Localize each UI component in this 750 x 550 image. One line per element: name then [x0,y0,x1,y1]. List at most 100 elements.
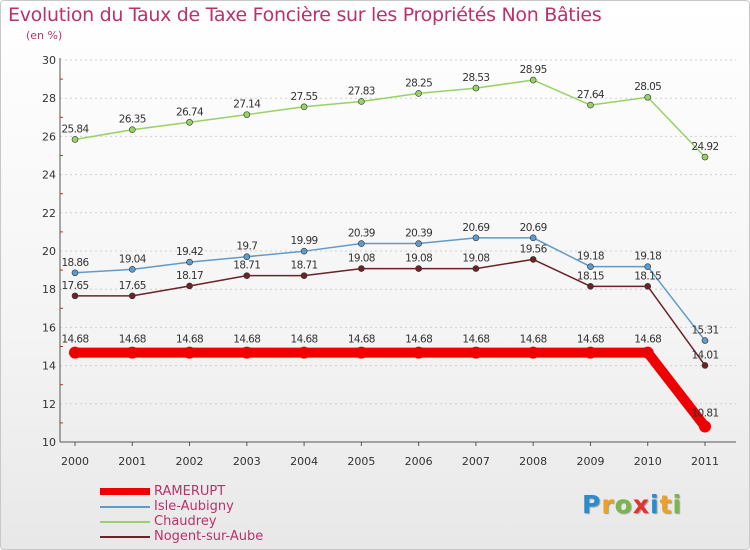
logo-letter: P [582,490,602,519]
data-label: 26.35 [119,114,146,126]
data-point [701,362,709,369]
data-point [300,247,308,255]
data-point [644,263,652,270]
legend-item-isle-aubigny: Isle-Aubigny [100,499,263,514]
data-point [644,283,652,290]
data-label: 20.39 [405,228,432,240]
data-point [641,346,654,359]
data-label: 18.15 [577,270,604,282]
data-point [183,346,196,359]
data-point [128,266,136,273]
data-label: 27.83 [348,85,375,97]
data-point [358,265,365,272]
data-point [71,136,79,143]
data-point [128,126,136,134]
data-point [701,337,709,344]
data-point [355,346,368,359]
data-point [126,346,139,359]
x-tick-label: 2003 [233,455,261,468]
series-lines [69,76,711,433]
y-tick-label: 12 [42,398,56,411]
data-label: 28.25 [405,77,432,89]
data-point [701,153,709,161]
data-label: 10.81 [691,408,718,420]
data-label: 20.69 [520,222,547,234]
x-tick-label: 2008 [519,455,547,468]
data-point [69,346,81,359]
data-point [358,240,365,247]
data-label: 18.17 [176,270,203,282]
data-label: 14.68 [348,334,375,346]
series-line-ramerupt [70,347,710,432]
legend-swatch [100,520,150,523]
y-tick-label: 28 [42,92,56,105]
x-tick-label: 2001 [118,455,146,468]
data-point [240,346,253,359]
chart-title: Evolution du Taux de Taxe Foncière sur l… [8,4,602,26]
data-point [469,346,482,359]
data-point [300,103,308,111]
data-point [71,292,79,300]
y-tick-label: 26 [42,130,56,143]
data-label: 19.18 [634,251,661,263]
logo-letter: x [632,490,650,519]
data-label: 14.68 [634,334,661,346]
data-label: 18.15 [634,270,661,282]
data-label: 15.31 [691,325,718,337]
chart-subtitle: (en %) [26,29,63,42]
x-tick-label: 2011 [691,455,719,468]
legend-item-chaudrey: Chaudrey [100,514,263,529]
data-label: 19.42 [176,246,203,258]
data-label: 27.55 [291,91,318,103]
data-label: 20.39 [348,228,375,240]
logo-letter: i [650,490,660,519]
data-label: 28.05 [634,81,661,93]
data-point [243,253,251,261]
data-point [415,240,422,247]
x-tick-label: 2010 [634,455,662,468]
data-point [472,84,480,92]
x-tick-label: 2009 [576,455,604,468]
data-label: 18.86 [61,257,89,269]
data-point [472,265,480,272]
data-label: 19.99 [291,235,318,247]
data-label: 19.08 [348,253,375,265]
x-tick-label: 2004 [290,455,318,468]
data-label: 19.04 [119,253,147,265]
logo-letter: i [672,490,683,519]
data-point [298,346,311,359]
data-point [644,93,652,101]
data-label: 27.14 [233,99,261,111]
data-point [186,258,193,266]
data-label: 19.7 [236,241,257,253]
data-label: 17.65 [119,280,146,292]
data-point [128,292,136,300]
y-tick-label: 24 [42,169,56,182]
series-line-nogent-sur-aube [74,258,706,367]
data-label: 14.68 [520,334,547,346]
data-label: 19.18 [577,251,604,263]
data-label: 14.68 [291,334,318,346]
data-label: 14.68 [61,334,88,346]
data-labels: 14.68 14.68 14.68 14.68 14.68 14.68 14.68 14.68… [61,64,719,420]
series-line-isle-aubigny [74,237,706,342]
logo-letter: o [614,490,633,519]
logo-letter: t [659,490,673,519]
data-label: 19.08 [405,253,432,265]
data-point [186,282,193,290]
y-tick-label: 14 [42,360,56,373]
data-label: 14.68 [119,334,146,346]
data-point [472,234,480,242]
data-label: 19.08 [462,253,489,265]
legend-label: Nogent-sur-Aube [154,529,264,544]
legend-label: Isle-Aubigny [154,499,234,514]
legend-item-nogent-sur-aube: Nogent-sur-Aube [100,529,263,544]
data-label: 18.71 [233,260,260,272]
y-tick-label: 22 [42,207,56,220]
y-tick-label: 18 [42,283,56,296]
data-label: 19.56 [520,243,548,255]
data-label: 17.65 [61,280,88,292]
data-label: 28.95 [520,64,547,76]
